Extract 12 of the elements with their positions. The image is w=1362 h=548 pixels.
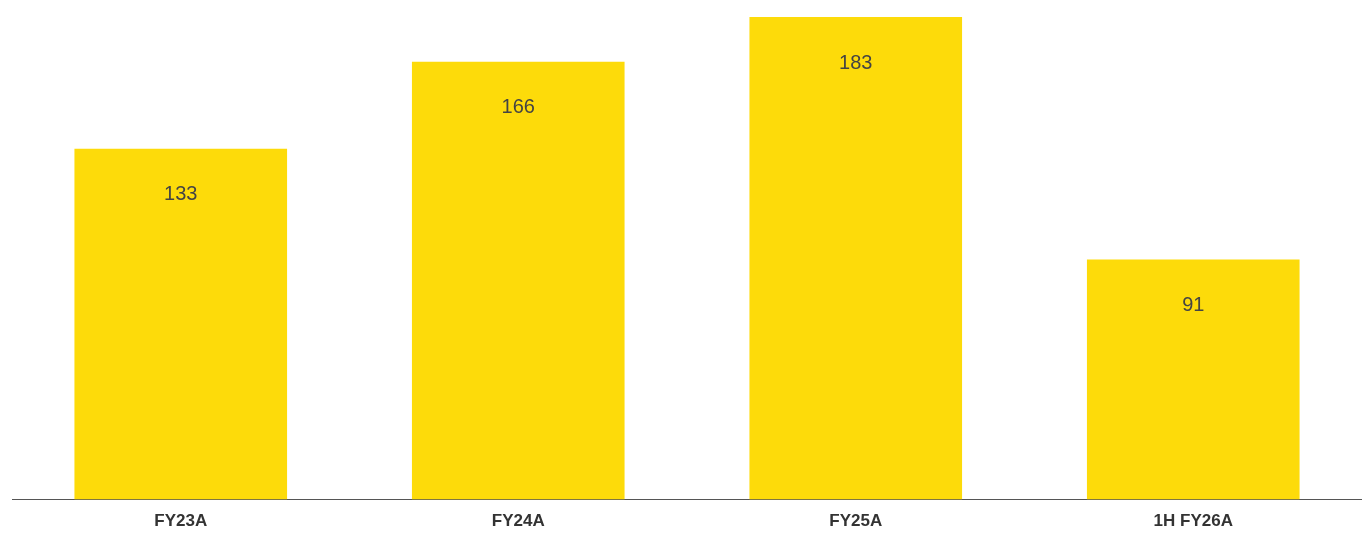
x-tick-label: FY25A [829, 511, 883, 531]
data-label: 183 [839, 50, 873, 73]
x-tick-label: FY24A [491, 511, 545, 531]
data-label: 91 [1182, 293, 1205, 316]
data-label: 166 [501, 95, 535, 118]
x-tick-label: FY23A [154, 511, 208, 531]
bar [1086, 259, 1300, 500]
bar [411, 61, 625, 500]
x-tick-label: 1H FY26A [1153, 511, 1233, 531]
bar [74, 148, 288, 500]
bar [749, 17, 963, 500]
data-label: 133 [164, 182, 198, 205]
